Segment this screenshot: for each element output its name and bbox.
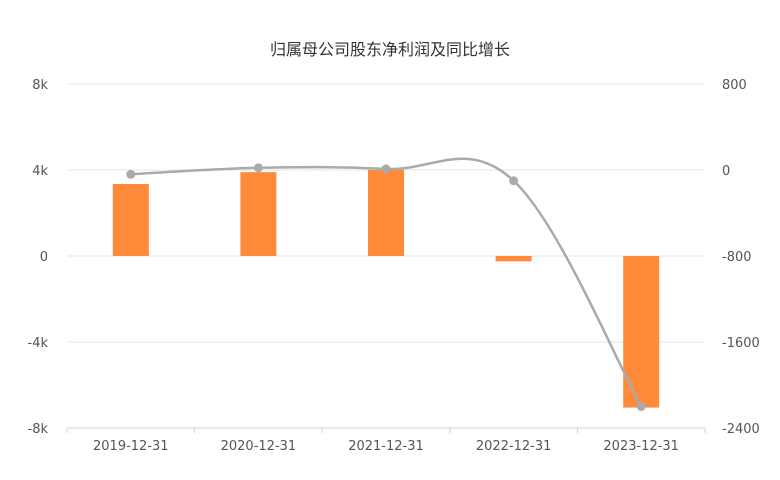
right-tick-label: 0 [722,164,730,179]
growth-point [381,164,391,174]
x-tick-label: 2022-12-31 [476,439,552,454]
left-tick-label: 4k [32,164,48,179]
growth-point [509,176,519,186]
right-tick-label: -1600 [722,336,760,351]
bar [240,172,277,256]
bar [495,256,532,262]
growth-point [253,163,263,173]
bar [368,170,404,256]
right-tick-label: -2400 [722,422,760,437]
left-tick-label: -8k [28,422,49,437]
chart-title: 归属母公司股东净利润及同比增长 [269,40,510,59]
x-tick-label: 2020-12-31 [221,439,297,454]
right-tick-label: -800 [722,250,752,265]
left-tick-label: 8k [32,78,48,93]
left-tick-label: -4k [28,336,49,351]
bar [112,183,149,256]
x-tick-label: 2023-12-31 [603,439,679,454]
growth-point [636,402,646,411]
growth-point [126,169,136,179]
x-tick-label: 2021-12-31 [348,439,424,454]
left-tick-label: 0 [40,250,48,265]
bar [623,256,660,408]
x-tick-label: 2019-12-31 [93,439,169,454]
right-tick-label: 800 [722,78,747,93]
growth-line [130,157,643,408]
